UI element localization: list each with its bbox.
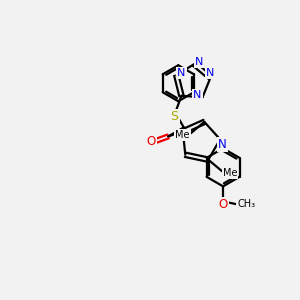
Text: S: S	[170, 110, 178, 123]
Text: Me: Me	[175, 130, 190, 140]
Text: CH₃: CH₃	[237, 199, 255, 209]
Text: N: N	[195, 57, 203, 67]
Text: Me: Me	[223, 168, 237, 178]
Text: O: O	[146, 135, 156, 148]
Text: N: N	[177, 68, 185, 78]
Text: N: N	[218, 138, 226, 151]
Text: N: N	[206, 68, 215, 78]
Text: O: O	[218, 198, 228, 211]
Text: N: N	[194, 90, 202, 100]
